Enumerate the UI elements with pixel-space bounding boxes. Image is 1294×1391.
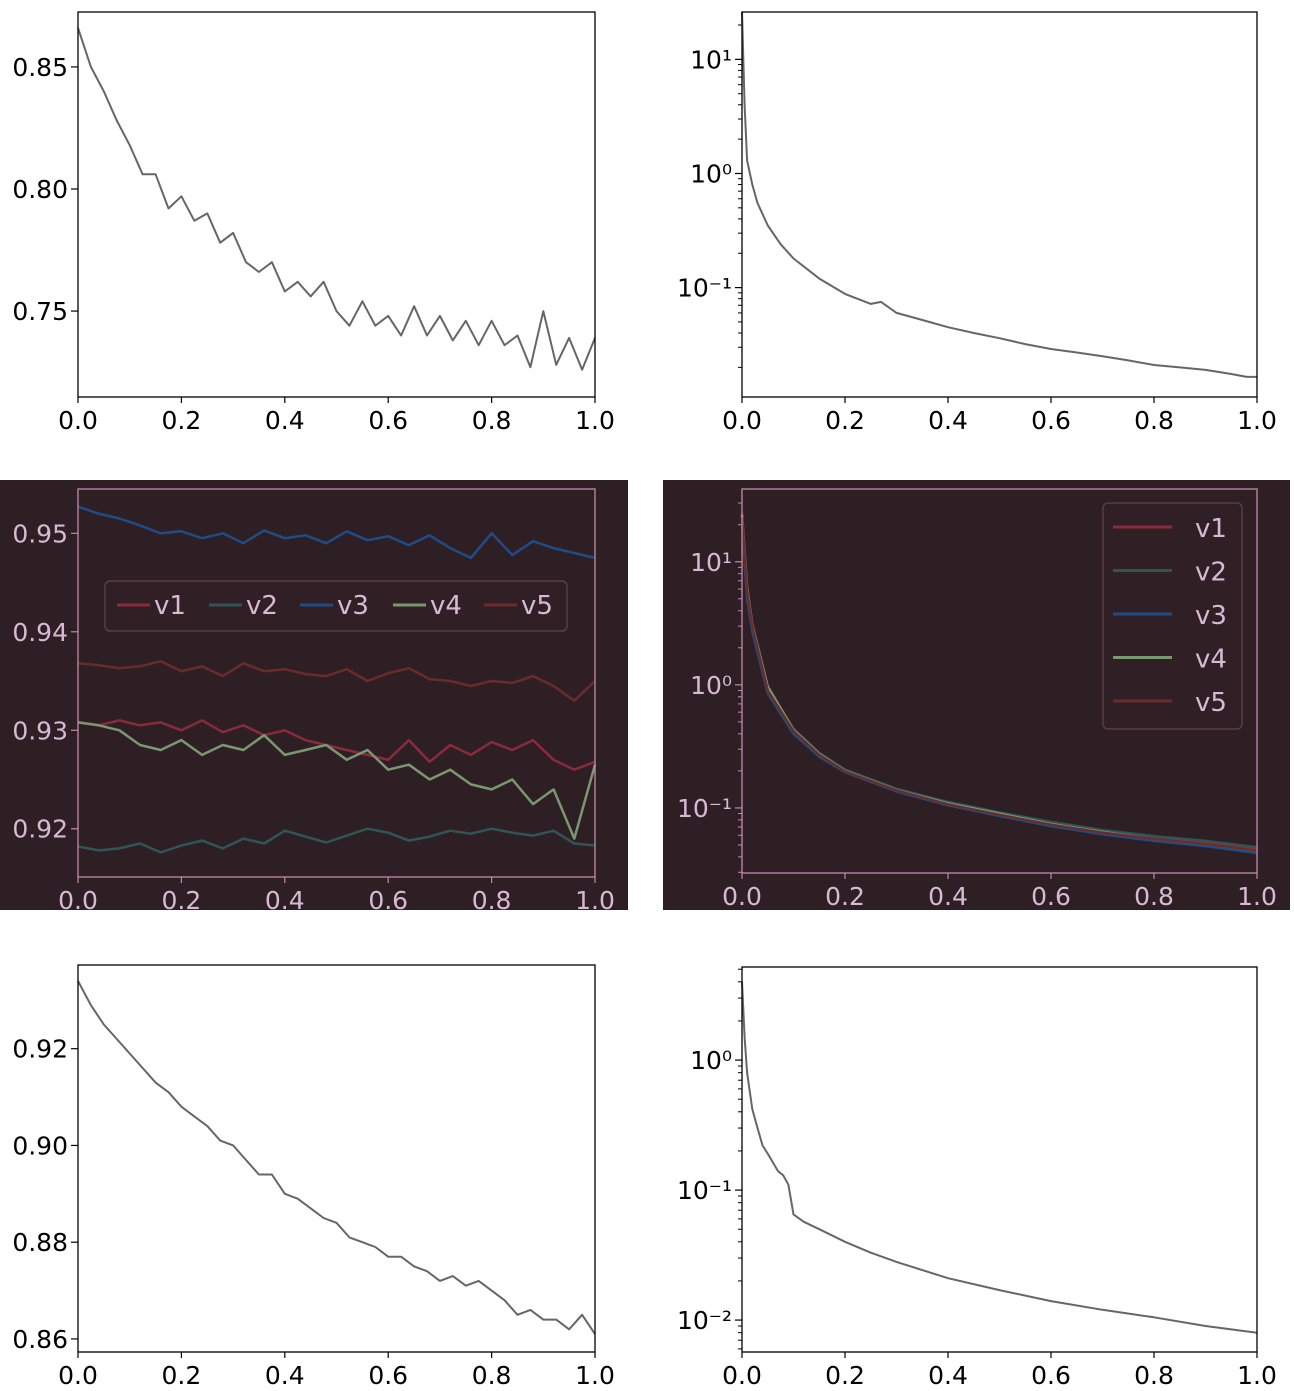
y-tick-label: 10¹ — [690, 548, 732, 577]
legend-box — [1102, 502, 1243, 730]
y-tick-label: 0.88 — [12, 1228, 68, 1257]
x-tick-label: 0.8 — [1134, 882, 1174, 911]
y-tick-label: 0.92 — [12, 1035, 68, 1064]
x-tick-label: 0.4 — [928, 1361, 968, 1390]
x-tick-label: 0.2 — [825, 406, 865, 435]
subplot-bottom-left: 0.0 0.2 0.4 0.6 0.8 1.0 0.86 0.88 0.90 0.92 — [12, 964, 615, 1390]
x-tick-label: 0.8 — [1134, 1361, 1174, 1390]
legend-label-v4: v4 — [1195, 645, 1227, 675]
legend: v1 v2 v3 v4 v5 — [1102, 502, 1243, 730]
series-line-1 — [77, 980, 596, 1335]
x-tick-label: 0.6 — [368, 406, 408, 435]
x-tick-label: 0.2 — [162, 406, 202, 435]
legend-label-v1: v1 — [154, 591, 186, 621]
subplot-middle-right: 0.0 0.2 0.4 0.6 0.8 1.0 10⁻¹ 10⁰ 10¹ v1 v2 v3 v4 v5 — [663, 480, 1290, 911]
y-tick-label: 0.94 — [12, 618, 68, 647]
y-tick-label: 10⁰ — [690, 1046, 732, 1075]
legend-label-v3: v3 — [337, 591, 369, 621]
x-tick-label: 0.8 — [1134, 406, 1174, 435]
x-tick-label: 0.2 — [162, 1361, 202, 1390]
subplot-top-left: 0.0 0.2 0.4 0.6 0.8 1.0 0.75 0.80 0.85 — [12, 11, 615, 435]
series-line-v5 — [77, 660, 596, 702]
series-line-1 — [77, 27, 596, 371]
subplot-bottom-right: 0.0 0.2 0.4 0.6 0.8 1.0 10⁻² 10⁻¹ 10⁰ — [677, 966, 1277, 1390]
y-tick-label: 0.80 — [12, 175, 68, 204]
y-tick-label: 10⁰ — [690, 159, 732, 188]
x-tick-label: 0.4 — [265, 886, 305, 915]
series-line-v1 — [77, 719, 596, 771]
series-line-1 — [741, 11, 1257, 378]
x-tick-label: 0.0 — [58, 406, 98, 435]
x-tick-label: 0.0 — [722, 1361, 762, 1390]
subplot-top-right: 0.0 0.2 0.4 0.6 0.8 1.0 10⁻¹ 10⁰ 10¹ — [677, 11, 1277, 435]
x-tick-label: 0.6 — [1031, 1361, 1071, 1390]
y-tick-label: 0.90 — [12, 1131, 68, 1160]
subplot-middle-left: 0.0 0.2 0.4 0.6 0.8 1.0 0.92 0.93 0.94 0.95 v1 v2 v3… — [0, 480, 628, 915]
legend-box — [104, 580, 568, 632]
axes-frame — [741, 488, 1258, 874]
x-tick-label: 0.4 — [265, 406, 305, 435]
y-tick-label: 0.93 — [12, 716, 68, 745]
y-tick-label: 10⁰ — [690, 671, 732, 700]
y-tick-label: 0.86 — [12, 1325, 68, 1354]
x-tick-label: 0.6 — [368, 1361, 408, 1390]
x-tick-label: 0.8 — [472, 1361, 512, 1390]
plot-background — [0, 480, 628, 910]
x-tick-label: 0.6 — [1031, 406, 1071, 435]
y-tick-label: 10⁻¹ — [677, 794, 732, 823]
axes-frame — [741, 966, 1258, 1353]
axes-frame — [77, 11, 596, 398]
x-tick-label: 0.6 — [1031, 882, 1071, 911]
x-tick-label: 1.0 — [575, 406, 615, 435]
x-tick-label: 1.0 — [575, 886, 615, 915]
x-tick-label: 0.8 — [472, 886, 512, 915]
axes-frame — [77, 488, 596, 878]
y-tick-label: 0.92 — [12, 815, 68, 844]
series-line-v4 — [77, 721, 597, 840]
x-tick-label: 1.0 — [1237, 1361, 1277, 1390]
x-tick-label: 0.2 — [162, 886, 202, 915]
legend: v1 v2 v3 v4 v5 — [104, 580, 568, 632]
y-tick-label: 10¹ — [690, 45, 732, 74]
series-line-v5 — [740, 517, 1258, 852]
legend-label-v5: v5 — [521, 591, 553, 621]
legend-label-v2: v2 — [1195, 558, 1227, 588]
y-tick-label: 10⁻² — [677, 1306, 732, 1335]
series-line-v3 — [77, 505, 596, 560]
x-tick-label: 0.0 — [722, 406, 762, 435]
legend-label-v3: v3 — [1195, 601, 1227, 631]
legend-label-v2: v2 — [246, 591, 278, 621]
x-tick-label: 0.8 — [472, 406, 512, 435]
series-line-1 — [741, 981, 1258, 1334]
x-tick-label: 0.4 — [265, 1361, 305, 1390]
legend-label-v4: v4 — [430, 591, 462, 621]
series-line-v2 — [77, 827, 596, 854]
y-tick-label: 0.85 — [12, 53, 68, 82]
x-tick-label: 1.0 — [1237, 406, 1277, 435]
y-tick-label: 0.95 — [12, 519, 68, 548]
x-tick-label: 0.6 — [368, 886, 408, 915]
x-tick-label: 1.0 — [575, 1361, 615, 1390]
y-tick-label: 10⁻¹ — [677, 274, 732, 303]
legend-label-v5: v5 — [1195, 688, 1227, 718]
x-tick-label: 0.4 — [928, 406, 968, 435]
x-tick-label: 0.0 — [58, 1361, 98, 1390]
axes-frame — [741, 11, 1258, 398]
x-tick-label: 0.0 — [722, 882, 762, 911]
legend-label-v1: v1 — [1195, 514, 1227, 544]
axes-frame — [77, 964, 596, 1353]
y-tick-label: 10⁻¹ — [677, 1176, 732, 1205]
x-tick-label: 0.4 — [928, 882, 968, 911]
y-tick-label: 0.75 — [12, 297, 68, 326]
x-tick-label: 0.0 — [58, 886, 98, 915]
x-tick-label: 0.2 — [825, 1361, 865, 1390]
x-tick-label: 0.2 — [825, 882, 865, 911]
x-tick-label: 1.0 — [1237, 882, 1277, 911]
